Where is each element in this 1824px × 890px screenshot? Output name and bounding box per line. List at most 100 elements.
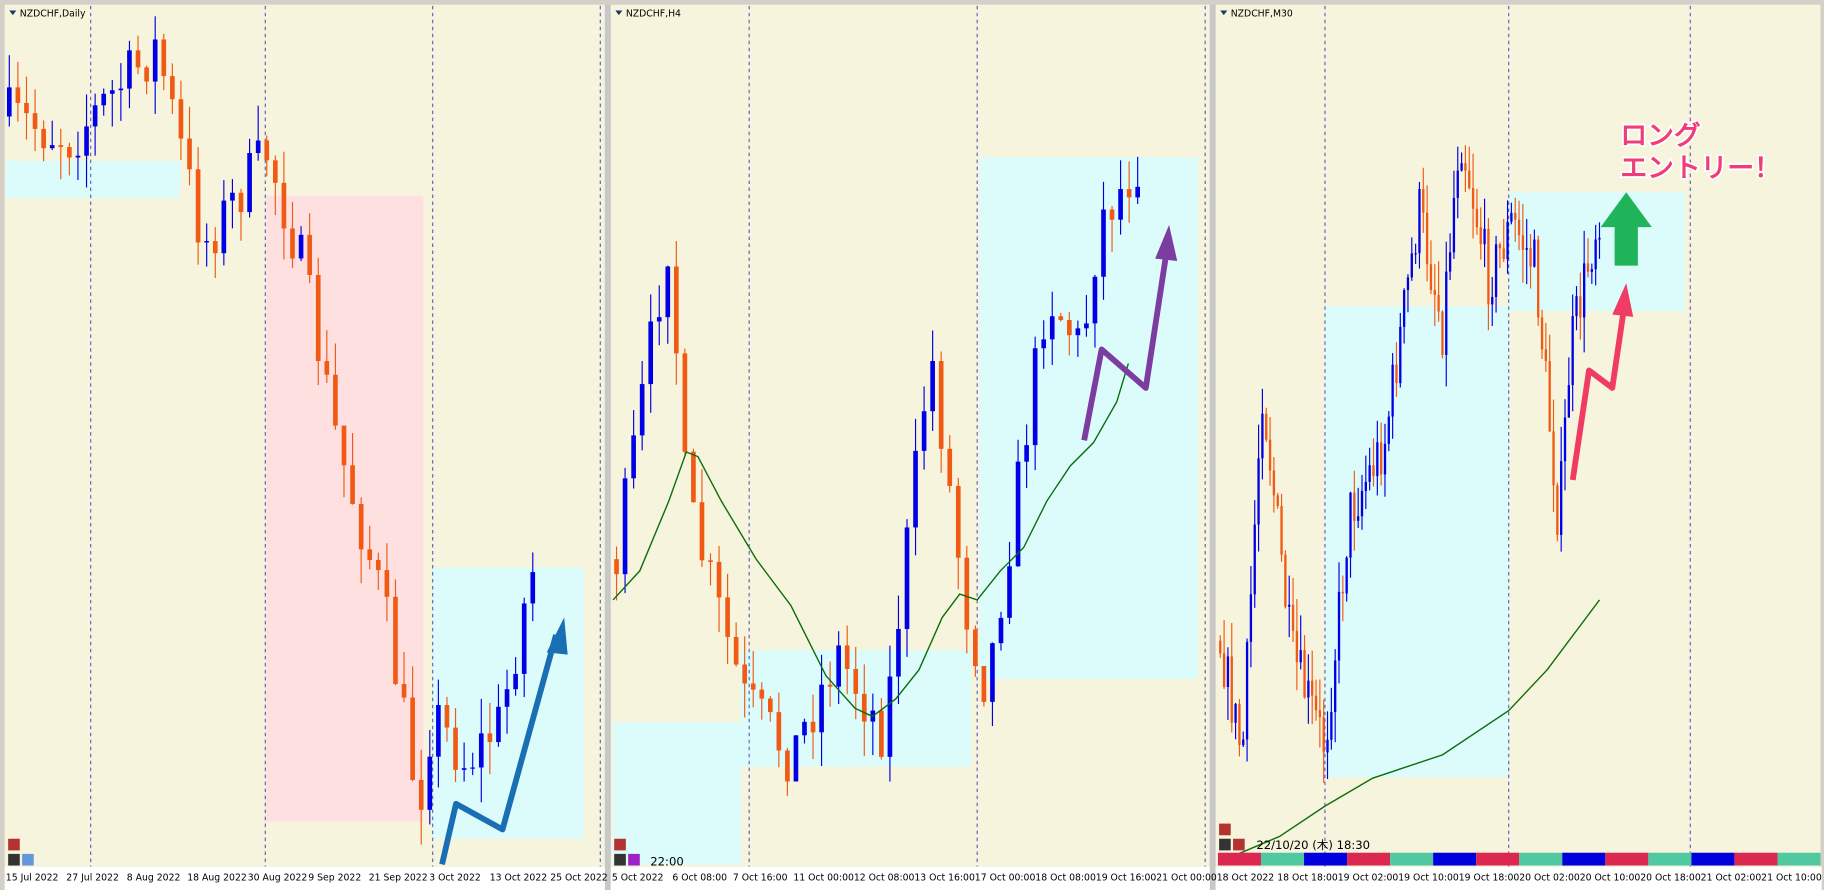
candle-body xyxy=(896,628,901,677)
candle-body xyxy=(281,182,287,229)
candle-body xyxy=(324,361,330,375)
candle-body xyxy=(836,645,841,687)
candle-body xyxy=(1311,680,1314,696)
candle-body xyxy=(1280,505,1283,555)
candle-body xyxy=(1253,524,1256,595)
candle-body xyxy=(1448,252,1452,272)
date-label: 17 Oct 00:00 xyxy=(975,873,1036,884)
candle-body xyxy=(212,241,218,254)
candle-body xyxy=(716,561,722,598)
candle-body xyxy=(521,603,527,674)
candle-body xyxy=(350,465,355,504)
candle-body xyxy=(1126,189,1132,198)
annotation: ロング xyxy=(1620,119,1700,151)
session xyxy=(1777,852,1821,866)
candle-body xyxy=(1422,188,1425,213)
candle-body xyxy=(1219,640,1222,654)
candle-body xyxy=(1318,710,1322,718)
candle-body xyxy=(947,448,953,486)
time-label: 22:00 xyxy=(650,855,683,869)
candle-body xyxy=(247,153,252,213)
candle-body xyxy=(478,733,484,768)
candle-body xyxy=(1399,326,1402,384)
dropdown xyxy=(615,10,623,16)
candle-body xyxy=(1475,208,1479,228)
date-label: 8 Aug 2022 xyxy=(127,873,181,884)
candle-body xyxy=(964,557,970,630)
candle-body xyxy=(273,160,278,183)
candle-body xyxy=(990,643,995,702)
candle-body xyxy=(793,735,799,782)
candle-body xyxy=(1238,703,1241,746)
icon xyxy=(628,853,640,866)
date-label: 20 Oct 02:00 xyxy=(1519,873,1580,884)
zone xyxy=(1324,306,1509,778)
date-label: 12 Oct 08:00 xyxy=(854,873,915,884)
candle-body xyxy=(1101,209,1106,277)
candle-body xyxy=(1015,461,1021,567)
candle-body xyxy=(1226,656,1230,688)
candle-body xyxy=(84,126,89,156)
candle-body xyxy=(1395,364,1398,384)
arrowhead xyxy=(1612,283,1634,317)
candle-body xyxy=(264,140,270,161)
candle-body xyxy=(1571,316,1574,386)
candle-body xyxy=(1594,239,1597,270)
candle-body xyxy=(1075,328,1081,336)
date-label: 18 Oct 2022 xyxy=(1217,873,1274,884)
candle-body xyxy=(614,559,619,575)
candle-body xyxy=(1460,163,1463,171)
candle-body xyxy=(333,374,338,426)
candle-body xyxy=(1464,163,1467,171)
candle-body xyxy=(691,451,696,503)
candle-body xyxy=(32,113,38,129)
candle-body xyxy=(725,597,730,637)
candle-body xyxy=(1222,653,1226,688)
candle-body xyxy=(1556,485,1559,535)
zone xyxy=(5,160,181,199)
candle-body xyxy=(1445,271,1448,355)
candle-body xyxy=(1418,188,1421,254)
candle-body xyxy=(1092,276,1098,324)
zone xyxy=(265,195,424,822)
candle-body xyxy=(135,50,141,68)
candle-body xyxy=(1257,458,1260,525)
candle-body xyxy=(92,105,98,127)
candle-body xyxy=(230,192,235,201)
candle-body xyxy=(1533,239,1536,267)
candle-body xyxy=(879,710,884,757)
icon xyxy=(614,838,626,851)
candle-body xyxy=(1268,439,1272,471)
date-label: 18 Oct 08:00 xyxy=(1035,873,1096,884)
arrow xyxy=(1569,308,1627,481)
date-label: 19 Oct 02:00 xyxy=(1338,873,1399,884)
timestamp: 22/10/20 (木) 18:30 xyxy=(1256,838,1370,852)
candle-body xyxy=(1552,431,1555,486)
session xyxy=(1734,852,1778,866)
arrowhead xyxy=(1155,224,1178,261)
candle-body xyxy=(1510,212,1513,222)
candle-body xyxy=(470,767,476,769)
candle-body xyxy=(1429,264,1433,290)
candle-body xyxy=(1517,219,1521,236)
candle-body xyxy=(1498,244,1502,249)
candle-body xyxy=(436,705,441,757)
session xyxy=(1217,852,1261,866)
session-strip xyxy=(1217,852,1821,866)
candle-body xyxy=(341,425,347,466)
candle-body xyxy=(1540,317,1544,350)
candle-body xyxy=(1135,186,1140,198)
candle-body xyxy=(1544,349,1548,362)
candle-body xyxy=(427,756,433,810)
candle-body xyxy=(6,87,12,117)
candle-body xyxy=(238,192,244,213)
candle-body xyxy=(853,668,859,694)
candle-body xyxy=(1067,320,1072,336)
candle-body xyxy=(358,503,364,550)
candle-body xyxy=(1353,492,1356,521)
candle-body xyxy=(1234,703,1237,723)
candle-body xyxy=(530,572,536,604)
labels: NZDCHF,Daily 15 Jul 2022 27 Jul 2022 8 Aug … xyxy=(6,8,1822,883)
candle-body xyxy=(1345,557,1348,594)
